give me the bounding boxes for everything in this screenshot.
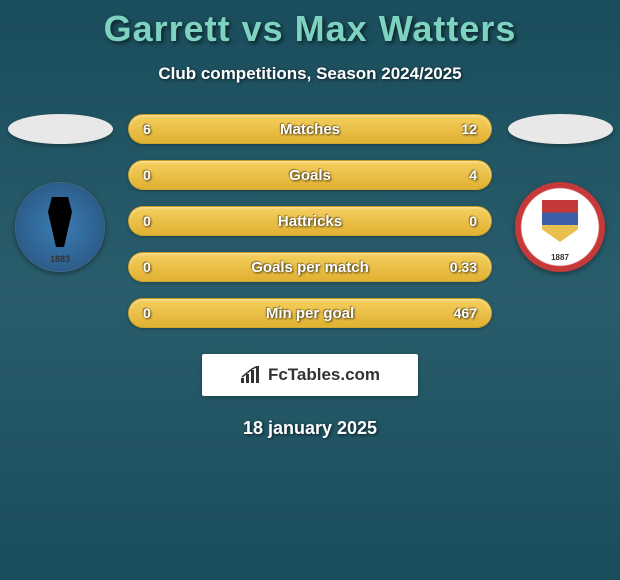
stat-row-goals-per-match: 0 Goals per match 0.33 [128,252,492,282]
brand-text: FcTables.com [268,365,380,385]
stat-left-value: 0 [143,167,181,183]
stat-left-value: 0 [143,213,181,229]
stat-row-goals: 0 Goals 4 [128,160,492,190]
page-subtitle: Club competitions, Season 2024/2025 [0,64,620,84]
stat-right-value: 0.33 [439,259,477,275]
stat-label: Min per goal [266,305,354,322]
left-side: 1883 [0,114,120,272]
comparison-content: 1883 6 Matches 12 0 Goals 4 0 Hattricks … [0,114,620,344]
left-crest-year: 1883 [50,254,70,264]
right-side: 1887 [500,114,620,272]
stat-left-value: 0 [143,305,181,321]
stat-label: Hattricks [278,213,342,230]
stat-label: Goals per match [251,259,369,276]
stat-right-value: 4 [439,167,477,183]
page-title: Garrett vs Max Watters [0,0,620,50]
chart-icon [240,366,262,384]
stat-row-matches: 6 Matches 12 [128,114,492,144]
stat-right-value: 0 [439,213,477,229]
stat-label: Matches [280,121,340,138]
stat-right-value: 12 [439,121,477,137]
stat-left-value: 0 [143,259,181,275]
right-crest-year: 1887 [551,253,569,262]
brand-badge[interactable]: FcTables.com [202,354,418,396]
stat-right-value: 467 [439,305,477,321]
right-player-ellipse [508,114,613,144]
footer-date: 18 january 2025 [0,418,620,439]
left-player-ellipse [8,114,113,144]
stat-row-hattricks: 0 Hattricks 0 [128,206,492,236]
stat-row-min-per-goal: 0 Min per goal 467 [128,298,492,328]
stat-bars: 6 Matches 12 0 Goals 4 0 Hattricks 0 0 G… [120,114,500,344]
stat-left-value: 6 [143,121,181,137]
right-team-crest: 1887 [515,182,605,272]
stat-label: Goals [289,167,331,184]
left-team-crest: 1883 [15,182,105,272]
